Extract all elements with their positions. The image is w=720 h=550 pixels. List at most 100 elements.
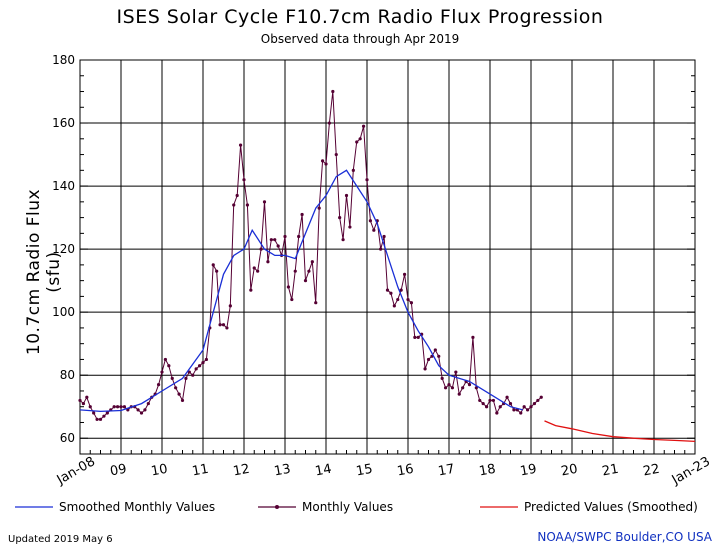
monthly-value-point: [512, 408, 516, 412]
legend-label: Predicted Values (Smoothed): [524, 500, 698, 514]
monthly-value-point: [406, 297, 410, 302]
monthly-value-point: [368, 219, 373, 223]
monthly-value-point: [392, 304, 396, 308]
monthly-value-point: [256, 269, 260, 273]
monthly-value-point: [314, 301, 318, 305]
y-tick-label: 160: [52, 116, 75, 130]
monthly-value-point: [167, 364, 171, 368]
x-tick-label: Jan-08: [54, 454, 98, 488]
x-tick-label: 15: [355, 462, 374, 480]
y-tick-label: 120: [52, 242, 75, 256]
monthly-value-point: [467, 383, 472, 387]
monthly-value-point: [221, 323, 226, 327]
x-tick-label: 21: [601, 462, 620, 480]
monthly-value-point: [273, 238, 277, 242]
monthly-value-point: [519, 411, 523, 415]
monthly-value-point: [245, 203, 250, 207]
monthly-value-point: [443, 386, 448, 390]
legend-marker: [275, 505, 279, 509]
monthly-value-point: [177, 392, 181, 396]
monthly-value-point: [358, 137, 362, 141]
chart-subtitle: Observed data through Apr 2019: [260, 32, 460, 46]
monthly-value-point: [266, 260, 270, 264]
monthly-value-point: [249, 288, 253, 292]
chart-title: ISES Solar Cycle F10.7cm Radio Flux Prog…: [116, 6, 604, 28]
monthly-value-point: [426, 357, 431, 362]
monthly-value-point: [228, 304, 232, 308]
monthly-value-point: [505, 395, 509, 399]
axes: 60 80 100 120 140 160 180 Jan-08 09 10 11 12 13 14 15 1…: [52, 53, 713, 488]
monthly-value-point: [440, 376, 444, 380]
monthly-value-point: [112, 405, 116, 409]
monthly-value-point: [105, 411, 109, 415]
y-tick-label: 80: [60, 368, 75, 382]
monthly-value-point: [491, 398, 496, 403]
monthly-value-point: [529, 405, 533, 409]
x-tick-label: 20: [560, 462, 579, 480]
monthly-value-point: [187, 370, 191, 374]
monthly-value-point: [201, 360, 205, 365]
monthly-value-point: [115, 405, 120, 409]
legend-label: Smoothed Monthly Values: [59, 500, 215, 514]
monthly-value-point: [303, 279, 308, 283]
monthly-value-point: [122, 405, 127, 409]
monthly-value-point: [146, 401, 150, 406]
monthly-value-point: [102, 414, 106, 418]
monthly-value-point: [385, 288, 390, 292]
smoothed-monthly-values-line: [79, 169, 523, 413]
monthly-value-point: [495, 411, 499, 415]
monthly-value-point: [413, 335, 417, 339]
monthly-value-point: [283, 234, 287, 239]
monthly-value-point: [355, 140, 359, 144]
monthly-value-point: [402, 272, 407, 276]
y-tick-label: 60: [60, 431, 75, 445]
monthly-value-point: [92, 411, 96, 415]
monthly-value-point: [98, 417, 103, 421]
monthly-value-point: [78, 398, 82, 403]
monthly-value-point: [372, 228, 376, 232]
monthly-value-point: [334, 152, 338, 157]
monthly-value-point: [119, 405, 123, 409]
monthly-value-point: [215, 269, 219, 273]
x-tick-label: Jan-23: [669, 454, 713, 488]
monthly-value-point: [95, 417, 99, 421]
monthly-value-point: [331, 89, 335, 94]
monthly-value-point: [327, 121, 332, 125]
monthly-value-point: [365, 178, 369, 182]
monthly-value-point: [361, 124, 366, 128]
monthly-value-point: [252, 266, 256, 270]
monthly-value-point: [437, 354, 441, 358]
monthly-value-point: [454, 370, 458, 374]
legend-label: Monthly Values: [302, 500, 393, 514]
monthly-value-point: [293, 269, 297, 273]
monthly-value-point: [184, 376, 188, 380]
monthly-value-point: [194, 367, 198, 371]
monthly-value-point: [232, 203, 236, 207]
x-tick-label: 22: [642, 462, 661, 480]
monthly-value-point: [238, 143, 243, 147]
monthly-value-point: [338, 216, 342, 220]
monthly-value-point: [160, 370, 164, 374]
monthly-value-point: [88, 405, 92, 409]
x-tick-label: 16: [396, 462, 415, 480]
monthly-value-point: [317, 206, 321, 210]
monthly-value-point: [297, 234, 301, 239]
monthly-value-point: [300, 212, 304, 217]
monthly-value-point: [450, 386, 455, 390]
monthly-value-point: [136, 408, 140, 412]
monthly-value-point: [235, 193, 239, 198]
x-tick-label: 10: [150, 462, 169, 480]
monthly-value-point: [197, 364, 202, 368]
monthly-value-point: [174, 386, 178, 390]
monthly-value-point: [399, 288, 403, 292]
monthly-value-point: [180, 398, 185, 403]
x-tick-label: 18: [478, 462, 497, 480]
legend: Smoothed Monthly Values Monthly Values Pre…: [15, 500, 698, 514]
series-layer: [78, 89, 696, 443]
y-tick-label: 180: [52, 53, 75, 67]
monthly-value-point: [379, 247, 383, 251]
monthly-value-point: [344, 193, 349, 198]
monthly-value-point: [320, 159, 325, 163]
monthly-value-point: [433, 348, 437, 352]
